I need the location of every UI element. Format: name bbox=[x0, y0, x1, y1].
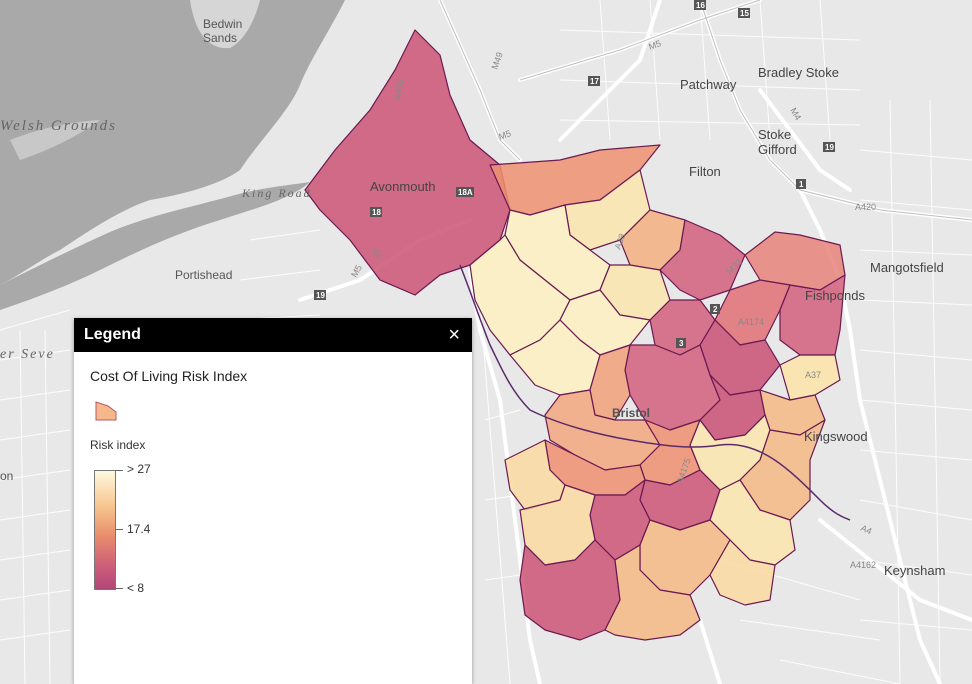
road-casings bbox=[439, 0, 972, 221]
mudflat bbox=[10, 120, 100, 160]
ramp-tick-mid bbox=[115, 529, 123, 530]
ward-brislingtoneast[interactable] bbox=[739, 419, 826, 521]
wards-layer bbox=[304, 29, 846, 641]
place-fishponds: Fishponds bbox=[805, 288, 865, 303]
junction-17: 17 bbox=[590, 77, 599, 86]
ramp-label-mid: 17.4 bbox=[127, 522, 151, 536]
road-label-a4: A4 bbox=[370, 246, 384, 261]
place-sands: Sands bbox=[203, 31, 237, 45]
ward-withywood[interactable] bbox=[604, 544, 701, 641]
ward-avonmouth[interactable] bbox=[304, 29, 511, 296]
place-avonmouth: Avonmouth bbox=[370, 179, 436, 194]
junction-shield-17 bbox=[588, 76, 600, 86]
junction-18: 18 bbox=[372, 208, 381, 217]
junction-3: 3 bbox=[679, 339, 684, 348]
ward-whitchurch[interactable] bbox=[709, 539, 776, 606]
junction-2: 2 bbox=[713, 305, 718, 314]
road-label-a432: A4174 bbox=[738, 317, 764, 327]
place-portishead: Portishead bbox=[175, 268, 232, 282]
place-mangotsfield: Mangotsfield bbox=[870, 260, 944, 275]
bedwin-sands bbox=[190, 0, 260, 49]
junction-19: 19 bbox=[825, 143, 834, 152]
junction-16: 16 bbox=[696, 1, 705, 10]
water-king-road: King Road bbox=[241, 186, 312, 200]
road-label-a4-east: A4 bbox=[859, 523, 873, 537]
junction-shield-3 bbox=[676, 338, 686, 348]
junction-shield-18 bbox=[370, 207, 382, 217]
severn-estuary bbox=[0, 0, 345, 285]
junction-shield-16 bbox=[694, 0, 706, 10]
ramp-label-min: < 8 bbox=[127, 581, 145, 595]
water-severn: er Seve bbox=[0, 347, 55, 362]
road-label-m5-mid: M5 bbox=[497, 128, 512, 142]
junction-shield-1 bbox=[796, 179, 806, 189]
road-label-a4174: A420 bbox=[855, 202, 876, 212]
junction-1: 1 bbox=[799, 180, 804, 189]
severn-estuary-2 bbox=[0, 182, 310, 310]
polygon-swatch-icon bbox=[95, 401, 117, 421]
water-welsh-grounds: Welsh Grounds bbox=[0, 118, 117, 134]
junction-shield-15 bbox=[738, 8, 750, 18]
place-bedwin: Bedwin bbox=[203, 17, 242, 31]
place-stoke: Stoke bbox=[758, 127, 791, 142]
legend-panel: Legend × Cost Of Living Risk Index Risk … bbox=[74, 318, 472, 684]
place-kingswood: Kingswood bbox=[804, 429, 868, 444]
legend-field-name: Risk index bbox=[90, 438, 146, 452]
river-avon bbox=[459, 264, 851, 521]
place-gifford: Gifford bbox=[758, 142, 797, 157]
legend-header: Legend × bbox=[74, 318, 472, 352]
junction-shield-18a bbox=[456, 187, 474, 197]
place-bristol: Bristol bbox=[612, 406, 650, 420]
junction-shield-19 bbox=[823, 142, 835, 152]
ramp-tick-min bbox=[115, 588, 123, 589]
place-filton: Filton bbox=[689, 164, 721, 179]
road-label-a403: A403 bbox=[392, 78, 406, 100]
junction-18a: 18A bbox=[458, 188, 473, 197]
close-icon[interactable]: × bbox=[448, 324, 460, 346]
place-patchway: Patchway bbox=[680, 77, 737, 92]
junction-shield-19b bbox=[314, 290, 326, 300]
place-on: on bbox=[0, 469, 13, 483]
junction-shields: 16 15 17 19 19 18 18A 1 2 3 bbox=[314, 0, 835, 348]
road-label-m5-north: M5 bbox=[647, 38, 662, 52]
ramp-label-max: > 27 bbox=[127, 462, 151, 476]
junction-15: 15 bbox=[740, 9, 749, 18]
road-label-a4175: A4162 bbox=[850, 560, 876, 570]
place-keynsham: Keynsham bbox=[884, 563, 945, 578]
color-ramp bbox=[94, 470, 116, 590]
junction-19b: 19 bbox=[316, 291, 325, 300]
road-label-a420: A37 bbox=[805, 370, 821, 380]
place-bradley-stoke: Bradley Stoke bbox=[758, 65, 839, 80]
junction-shield-2 bbox=[710, 304, 720, 314]
legend-layer-name: Cost Of Living Risk Index bbox=[90, 368, 248, 384]
legend-title: Legend bbox=[84, 326, 141, 343]
ramp-tick-max bbox=[115, 470, 123, 471]
